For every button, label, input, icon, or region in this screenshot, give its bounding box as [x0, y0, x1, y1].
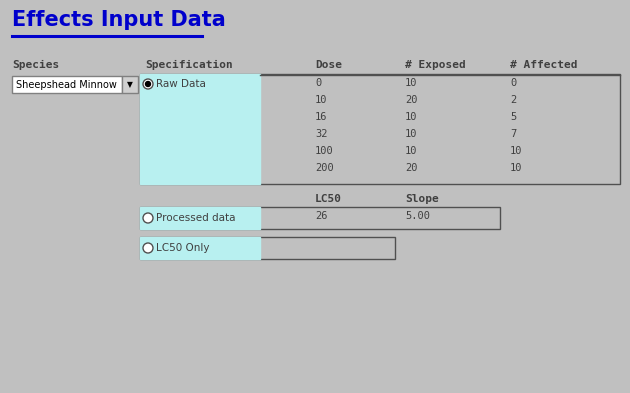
- Text: 10: 10: [405, 129, 418, 139]
- Bar: [140, 74, 260, 184]
- Text: # Exposed: # Exposed: [405, 60, 466, 70]
- Text: 16: 16: [315, 112, 328, 122]
- Text: # Affected: # Affected: [510, 60, 578, 70]
- Text: 0: 0: [510, 78, 516, 88]
- Text: 32: 32: [315, 129, 328, 139]
- Text: Raw Data: Raw Data: [156, 79, 206, 89]
- Text: Specification: Specification: [145, 60, 232, 70]
- Text: 10: 10: [405, 112, 418, 122]
- Text: 200: 200: [315, 163, 334, 173]
- Circle shape: [143, 79, 153, 89]
- Text: 100: 100: [315, 146, 334, 156]
- Text: Slope: Slope: [405, 194, 438, 204]
- Text: LC50 Only: LC50 Only: [156, 243, 210, 253]
- Text: 5.00: 5.00: [405, 211, 430, 221]
- Text: 10: 10: [510, 163, 522, 173]
- Circle shape: [146, 81, 151, 86]
- Text: 10: 10: [405, 146, 418, 156]
- Bar: [12, 76, 122, 93]
- Text: 0: 0: [315, 78, 321, 88]
- Text: LC50: LC50: [315, 194, 342, 204]
- Text: 5: 5: [510, 112, 516, 122]
- Text: Processed data: Processed data: [156, 213, 236, 223]
- Bar: [140, 237, 395, 259]
- Text: Dose: Dose: [315, 60, 342, 70]
- Bar: [140, 237, 260, 259]
- Text: 10: 10: [315, 95, 328, 105]
- Circle shape: [143, 213, 153, 223]
- Text: 2: 2: [510, 95, 516, 105]
- Text: ▼: ▼: [127, 80, 133, 89]
- Text: Effects Input Data: Effects Input Data: [12, 10, 226, 30]
- Text: 20: 20: [405, 163, 418, 173]
- Text: 26: 26: [315, 211, 328, 221]
- Text: 10: 10: [405, 78, 418, 88]
- Bar: [122, 76, 138, 93]
- Bar: [140, 207, 260, 229]
- Text: 10: 10: [510, 146, 522, 156]
- Text: 7: 7: [510, 129, 516, 139]
- Text: 20: 20: [405, 95, 418, 105]
- Circle shape: [143, 243, 153, 253]
- Text: Species: Species: [12, 60, 59, 70]
- Text: Sheepshead Minnow: Sheepshead Minnow: [16, 79, 117, 90]
- Bar: [140, 207, 500, 229]
- Bar: [140, 74, 620, 184]
